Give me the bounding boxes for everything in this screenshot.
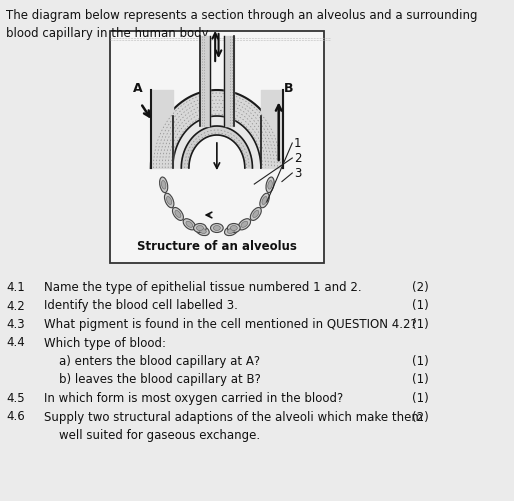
Polygon shape xyxy=(151,90,283,168)
Text: (1): (1) xyxy=(412,374,429,386)
Text: Name the type of epithelial tissue numbered 1 and 2.: Name the type of epithelial tissue numbe… xyxy=(44,281,362,294)
Ellipse shape xyxy=(228,223,240,232)
Text: 4.2: 4.2 xyxy=(7,300,26,313)
Polygon shape xyxy=(181,126,252,168)
Ellipse shape xyxy=(250,207,261,220)
Ellipse shape xyxy=(241,221,248,227)
Ellipse shape xyxy=(196,225,204,230)
Text: b) leaves the blood capillary at B?: b) leaves the blood capillary at B? xyxy=(59,374,261,386)
Ellipse shape xyxy=(199,228,206,233)
Text: 4.5: 4.5 xyxy=(7,392,25,405)
Ellipse shape xyxy=(175,210,181,217)
Text: 4.3: 4.3 xyxy=(7,318,25,331)
Text: a) enters the blood capillary at A?: a) enters the blood capillary at A? xyxy=(59,355,261,368)
Ellipse shape xyxy=(260,193,269,208)
Text: In which form is most oxygen carried in the blood?: In which form is most oxygen carried in … xyxy=(44,392,343,405)
Ellipse shape xyxy=(160,177,168,193)
Ellipse shape xyxy=(183,219,195,230)
Ellipse shape xyxy=(167,196,172,204)
Ellipse shape xyxy=(268,180,272,189)
Ellipse shape xyxy=(172,207,183,220)
Text: A: A xyxy=(133,82,143,95)
Text: (1): (1) xyxy=(412,392,429,405)
Text: 4.6: 4.6 xyxy=(7,410,26,423)
Text: (1): (1) xyxy=(412,355,429,368)
Text: B: B xyxy=(284,82,293,95)
Ellipse shape xyxy=(213,225,221,230)
Text: (2): (2) xyxy=(412,281,429,294)
Text: 3: 3 xyxy=(294,166,301,179)
Bar xyxy=(110,31,324,263)
Text: well suited for gaseous exchange.: well suited for gaseous exchange. xyxy=(59,429,261,442)
Ellipse shape xyxy=(164,193,174,208)
Text: 4.4: 4.4 xyxy=(7,337,26,350)
Ellipse shape xyxy=(186,221,193,227)
Text: The diagram below represents a section through an alveolus and a surrounding
blo: The diagram below represents a section t… xyxy=(6,9,478,40)
Text: Supply two structural adaptions of the alveoli which make them: Supply two structural adaptions of the a… xyxy=(44,410,423,423)
Text: 1: 1 xyxy=(294,136,301,149)
Text: What pigment is found in the cell mentioned in QUESTION 4.2?: What pigment is found in the cell mentio… xyxy=(44,318,417,331)
Ellipse shape xyxy=(161,180,166,189)
Text: (1): (1) xyxy=(412,318,429,331)
Text: Identify the blood cell labelled 3.: Identify the blood cell labelled 3. xyxy=(44,300,238,313)
Ellipse shape xyxy=(262,196,267,204)
Text: (1): (1) xyxy=(412,300,429,313)
Text: 2: 2 xyxy=(294,151,301,164)
Ellipse shape xyxy=(196,226,209,235)
Text: (2): (2) xyxy=(412,410,429,423)
Ellipse shape xyxy=(238,219,250,230)
Text: Which type of blood:: Which type of blood: xyxy=(44,337,166,350)
Ellipse shape xyxy=(225,226,238,235)
Ellipse shape xyxy=(194,223,206,232)
Ellipse shape xyxy=(253,210,259,217)
Text: Structure of an alveolus: Structure of an alveolus xyxy=(137,240,297,253)
Polygon shape xyxy=(173,116,261,168)
Ellipse shape xyxy=(266,177,274,193)
Ellipse shape xyxy=(230,225,237,230)
Ellipse shape xyxy=(211,223,223,232)
Text: 4.1: 4.1 xyxy=(7,281,26,294)
Ellipse shape xyxy=(228,228,235,233)
